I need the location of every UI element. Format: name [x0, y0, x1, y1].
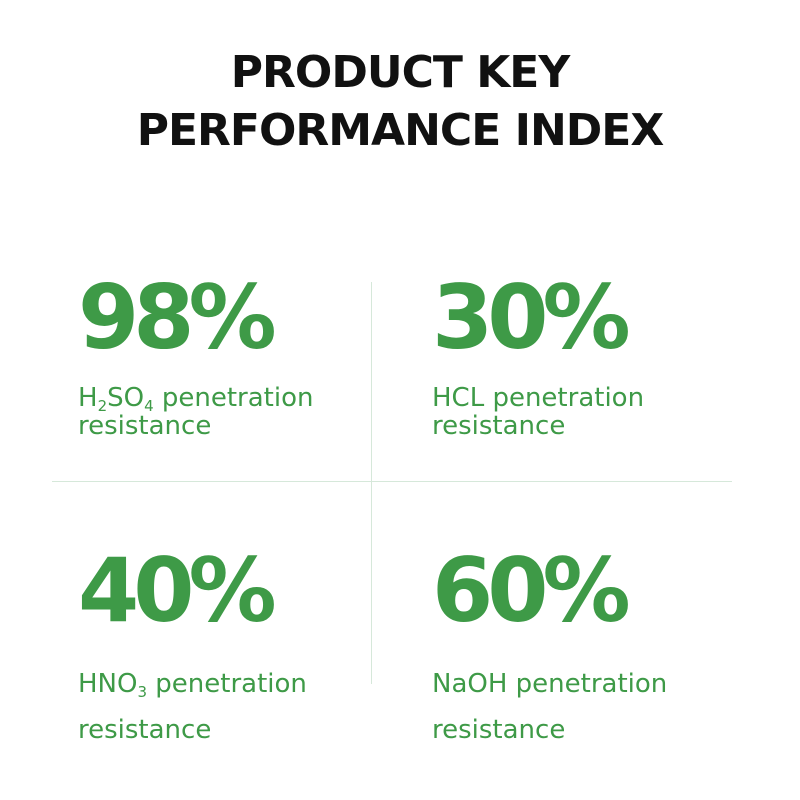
metric-value: 98%: [78, 266, 277, 369]
metric-label: HNO3 penetration resistance: [78, 661, 378, 753]
metric-value: 30%: [432, 266, 631, 369]
formula-subscript: 2: [97, 397, 108, 415]
metric-h2so4: 98% H2SO4 penetration resistance: [78, 266, 378, 441]
metric-value: 60%: [432, 539, 631, 642]
metric-naoh: 60% NaOH penetration resistance: [432, 543, 732, 753]
metric-label-line-2: resistance: [78, 715, 212, 745]
formula-part: HNO: [78, 669, 138, 699]
formula-part: H: [78, 383, 98, 413]
metric-hcl: 30% HCL penetration resistance: [432, 266, 732, 441]
metric-label: H2SO4 penetration resistance: [78, 384, 378, 440]
metric-label-line-2: resistance: [432, 411, 566, 441]
metric-label: NaOH penetration resistance: [432, 661, 732, 753]
label-text: penetration: [153, 383, 314, 413]
metric-label-line-1: HCL penetration: [432, 383, 645, 413]
metric-label-line-1: H2SO4 penetration: [78, 383, 378, 415]
formula-part: SO: [107, 383, 145, 413]
metric-value: 40%: [78, 539, 277, 642]
horizontal-divider: [52, 481, 732, 482]
vertical-divider: [371, 282, 372, 684]
metric-label-line-2: resistance: [432, 715, 566, 745]
metric-label: HCL penetration resistance: [432, 384, 732, 440]
formula-subscript: 4: [144, 397, 154, 415]
title-line-1: PRODUCT KEY: [230, 47, 570, 98]
metric-hno3: 40% HNO3 penetration resistance: [78, 543, 378, 753]
page-title: PRODUCT KEY PERFORMANCE INDEX: [0, 44, 800, 160]
label-text: penetration: [147, 669, 307, 699]
formula-subscript: 3: [137, 683, 148, 701]
metric-label-line-1: NaOH penetration: [432, 669, 668, 699]
title-line-2: PERFORMANCE INDEX: [136, 105, 665, 156]
metric-label-line-2: resistance: [78, 411, 212, 441]
metric-label-line-1: HNO3 penetration: [78, 661, 378, 707]
